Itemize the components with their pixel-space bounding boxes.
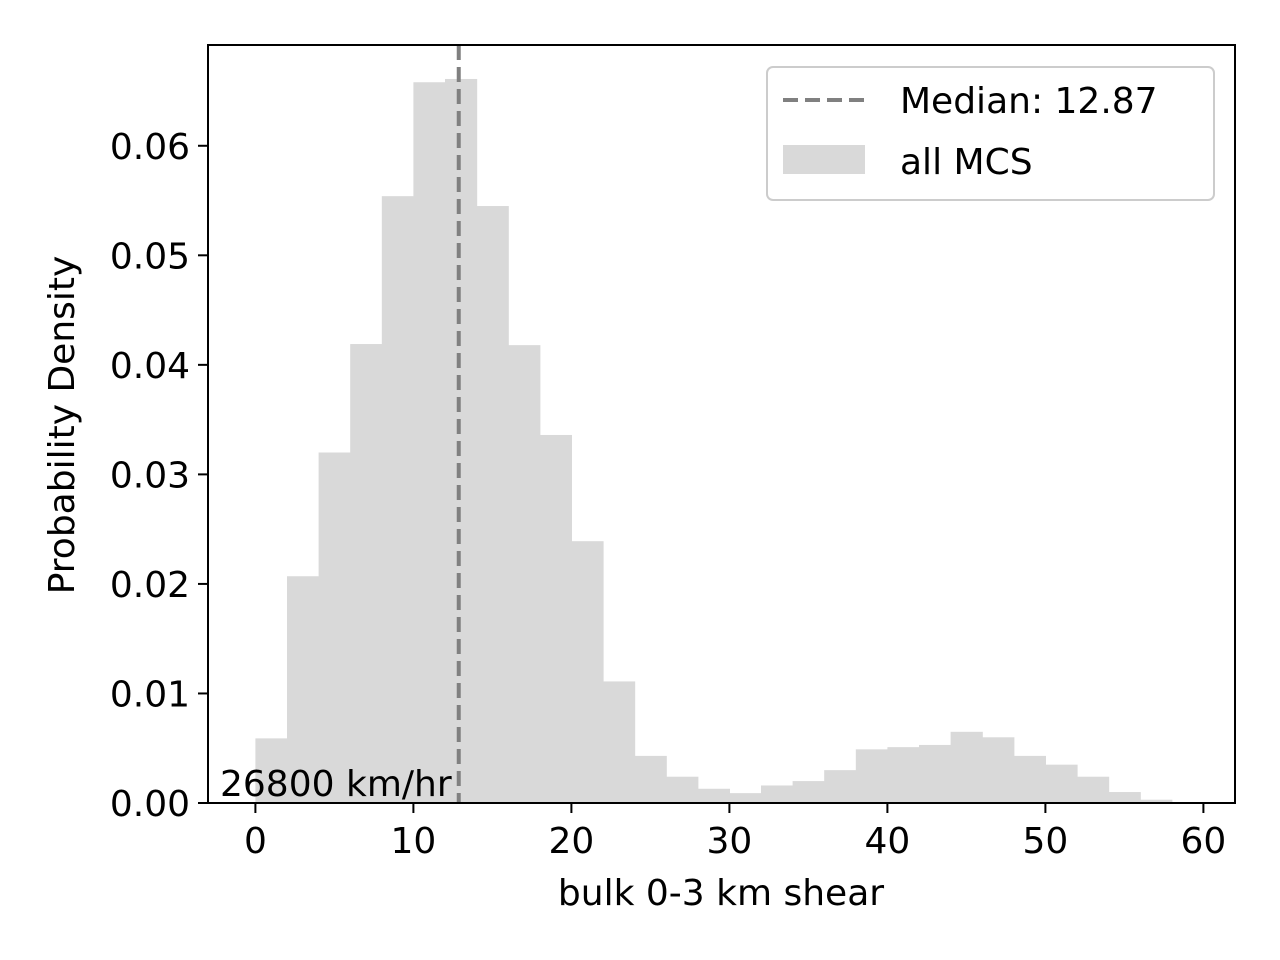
x-axis-label: bulk 0-3 km shear <box>558 873 884 914</box>
histogram-bar <box>350 344 383 803</box>
x-tick-label: 0 <box>244 821 267 862</box>
y-tick-label: 0.04 <box>110 346 190 387</box>
x-tick-label: 60 <box>1180 821 1226 862</box>
histogram-bar <box>855 749 888 803</box>
histogram-bar <box>287 576 320 803</box>
y-axis-label: Probability Density <box>42 256 83 595</box>
histogram-bar <box>1140 799 1173 803</box>
histogram-bar <box>761 785 794 803</box>
plot-frame <box>207 44 1236 804</box>
histogram-bar <box>1045 764 1078 803</box>
legend-median-label: Median: 12.87 <box>900 81 1158 122</box>
histogram-bar <box>950 731 983 803</box>
histogram-bar <box>1077 776 1110 803</box>
x-tick-label: 30 <box>706 821 752 862</box>
x-tick-label: 20 <box>548 821 594 862</box>
y-tick-label: 0.05 <box>110 236 190 277</box>
histogram-bar <box>1108 792 1141 803</box>
y-tick-label: 0.02 <box>110 565 190 606</box>
histogram-bar <box>919 744 952 803</box>
histogram-bar <box>603 681 636 803</box>
legend-all-mcs-label: all MCS <box>900 142 1033 183</box>
annotation-label: 26800 km/hr <box>220 764 452 805</box>
histogram-bar <box>571 541 604 803</box>
histogram-bar <box>887 747 920 803</box>
legend-all-mcs-swatch <box>783 145 865 174</box>
histogram-bar <box>729 793 762 803</box>
legend: Median: 12.87 all MCS <box>766 66 1215 201</box>
x-tick-label: 40 <box>864 821 910 862</box>
histogram-bar <box>508 345 541 803</box>
histogram-bar <box>476 206 509 803</box>
histogram-bar <box>697 788 730 803</box>
histogram-bar <box>255 738 288 803</box>
y-tick-label: 0.06 <box>110 127 190 168</box>
histogram-bars <box>255 78 1173 803</box>
histogram-bar <box>381 196 414 803</box>
y-tick-label: 0.01 <box>110 674 190 715</box>
histogram-bar <box>445 78 478 803</box>
histogram-bar <box>1013 755 1046 803</box>
histogram-bar <box>413 82 446 803</box>
histogram-bar <box>318 452 351 803</box>
histogram-bar <box>666 776 699 803</box>
histogram-bar <box>824 770 857 803</box>
y-tick-label: 0.00 <box>110 784 190 825</box>
x-tick-label: 10 <box>390 821 436 862</box>
histogram-bar <box>792 781 825 803</box>
y-axis-ticks: 0.00 0.01 0.02 0.03 0.04 0.05 0.06 <box>110 127 208 825</box>
histogram-bar <box>982 737 1015 803</box>
y-tick-label: 0.03 <box>110 455 190 496</box>
histogram-bar <box>634 755 667 803</box>
x-axis-ticks: 0 10 20 30 40 50 60 <box>244 803 1226 862</box>
legend-frame <box>766 66 1215 201</box>
histogram-bar <box>539 434 572 803</box>
x-tick-label: 50 <box>1022 821 1068 862</box>
